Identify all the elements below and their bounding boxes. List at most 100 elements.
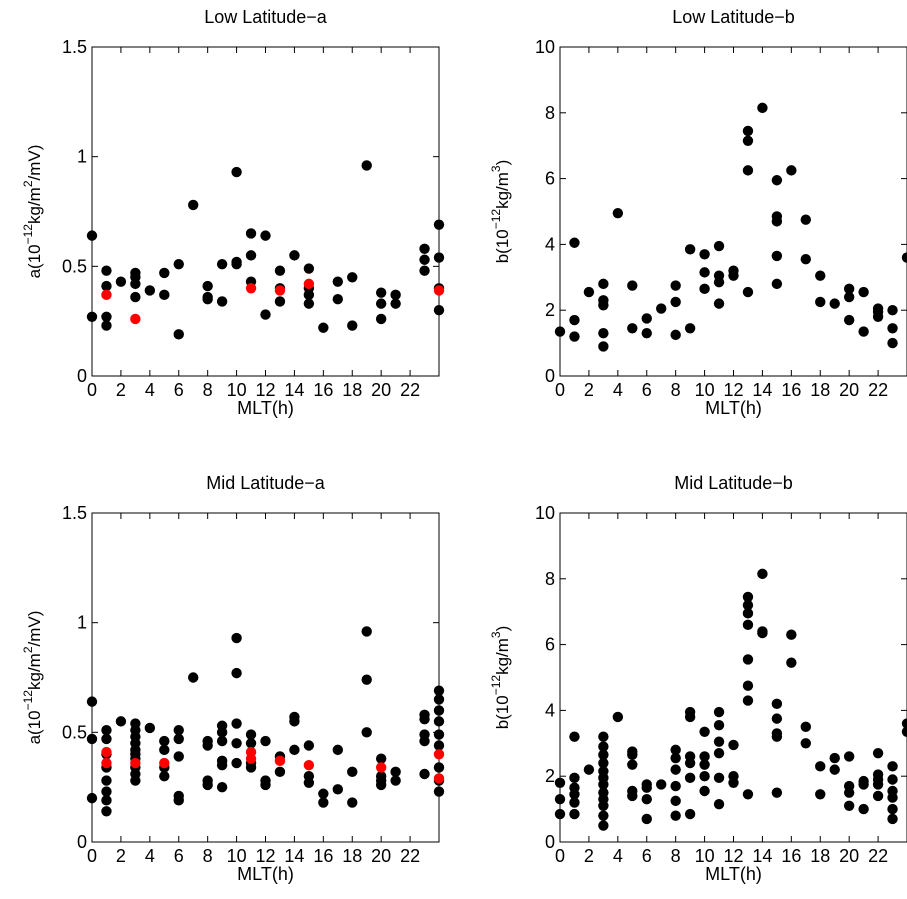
data-point <box>554 794 566 805</box>
x-tick-label: 12 <box>255 846 275 866</box>
data-point <box>771 787 783 798</box>
data-point <box>86 230 98 241</box>
ylabel-part: b(10 <box>493 695 512 729</box>
data-point <box>598 820 609 831</box>
x-tick-label: 12 <box>723 846 743 866</box>
data-point <box>569 331 580 342</box>
data-point <box>598 749 609 761</box>
data-point <box>332 276 343 287</box>
x-tick-label: 22 <box>400 380 420 400</box>
data-point <box>159 771 170 782</box>
x-tick-label: 2 <box>584 380 594 400</box>
data-point <box>101 311 112 322</box>
x-axis-label: MLT(h) <box>237 864 294 884</box>
y-tick-label: 6 <box>545 635 555 655</box>
data-point <box>318 322 329 333</box>
data-point <box>216 296 228 307</box>
data-point <box>699 726 710 737</box>
y-tick-label: 1 <box>77 613 87 633</box>
data-point <box>390 766 401 778</box>
x-tick-label: 14 <box>752 846 772 866</box>
x-tick-label: 0 <box>555 380 565 400</box>
data-point <box>872 311 884 322</box>
data-point <box>245 738 257 749</box>
data-point <box>289 744 300 756</box>
data-point <box>771 731 783 742</box>
data-point <box>713 240 725 252</box>
data-point <box>713 720 725 731</box>
data-point <box>419 768 430 780</box>
data-point <box>245 228 257 239</box>
data-point <box>361 674 372 685</box>
y-tick-label: 8 <box>545 103 555 123</box>
data-point <box>901 718 907 729</box>
data-point <box>173 795 184 806</box>
data-point <box>612 207 624 219</box>
data-point <box>375 298 387 309</box>
data-point <box>86 311 98 322</box>
x-tick-label: 0 <box>87 846 97 866</box>
y-tick-label: 8 <box>545 569 555 589</box>
data-point <box>101 320 112 331</box>
data-point <box>202 280 213 292</box>
data-point <box>699 283 710 295</box>
data-point <box>419 243 430 254</box>
data-point <box>699 249 710 260</box>
ylabel-exponent: 3 <box>489 165 503 172</box>
data-point <box>390 298 401 309</box>
red-data-point <box>375 762 387 773</box>
ylabel-exponent: −12 <box>489 675 503 696</box>
data-point <box>433 252 445 263</box>
data-point <box>419 254 430 265</box>
data-point <box>843 751 855 762</box>
y-axis-label: b(10−12kg/m3) <box>489 160 512 264</box>
data-point <box>159 744 170 756</box>
data-point <box>728 777 739 788</box>
data-point <box>713 706 725 718</box>
data-point <box>887 323 898 334</box>
data-point <box>872 747 884 759</box>
data-point <box>656 779 667 790</box>
data-point <box>375 287 387 298</box>
x-tick-label: 16 <box>313 380 333 400</box>
data-point <box>713 772 725 784</box>
data-point <box>858 803 869 815</box>
data-point <box>569 731 580 742</box>
x-tick-label: 0 <box>87 380 97 400</box>
data-point <box>216 781 228 793</box>
x-tick-label: 22 <box>400 846 420 866</box>
data-point <box>786 165 797 176</box>
data-point <box>260 230 271 241</box>
red-data-point <box>433 285 445 296</box>
data-point <box>598 757 609 769</box>
y-tick-label: 1 <box>77 147 87 167</box>
data-point <box>713 747 725 759</box>
data-point <box>858 286 869 298</box>
data-point <box>627 323 638 334</box>
x-tick-label: 20 <box>839 846 859 866</box>
axes-frame <box>91 512 440 843</box>
data-point <box>583 286 595 298</box>
data-point <box>130 291 141 303</box>
data-point <box>684 711 696 723</box>
ylabel-part: kg/m <box>25 187 44 224</box>
data-point <box>245 250 257 261</box>
data-point <box>887 792 898 803</box>
x-axis-label: MLT(h) <box>237 398 294 418</box>
data-point <box>627 280 638 291</box>
red-data-point <box>303 278 315 290</box>
data-point <box>173 733 184 745</box>
data-point <box>843 314 855 326</box>
red-data-point <box>101 757 112 769</box>
data-point <box>433 705 445 716</box>
data-point <box>361 160 372 171</box>
data-point <box>419 713 430 725</box>
data-point <box>260 779 271 791</box>
data-point <box>670 764 681 775</box>
data-point <box>757 102 768 114</box>
x-tick-label: 10 <box>695 846 715 866</box>
data-point <box>843 291 855 303</box>
x-tick-label: 8 <box>203 846 213 866</box>
data-point <box>375 753 387 764</box>
